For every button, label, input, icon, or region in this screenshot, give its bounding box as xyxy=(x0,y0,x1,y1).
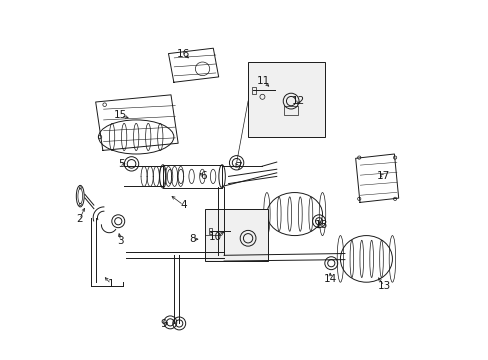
Text: 12: 12 xyxy=(291,96,305,106)
Text: 15: 15 xyxy=(114,111,127,121)
Text: 18: 18 xyxy=(314,220,327,230)
Text: 13: 13 xyxy=(377,281,390,291)
Text: 11: 11 xyxy=(256,76,269,86)
Text: 5: 5 xyxy=(118,159,125,169)
Bar xyxy=(208,228,212,234)
Text: 17: 17 xyxy=(376,171,389,181)
Text: 4: 4 xyxy=(180,200,186,210)
Text: 10: 10 xyxy=(209,232,222,242)
Text: 3: 3 xyxy=(117,236,124,246)
Text: 14: 14 xyxy=(323,274,337,284)
Bar xyxy=(163,165,222,188)
Text: 6: 6 xyxy=(200,171,206,181)
Text: 16: 16 xyxy=(177,49,190,59)
Text: 2: 2 xyxy=(76,215,82,224)
Bar xyxy=(247,62,325,137)
Bar xyxy=(204,209,267,261)
Text: 1: 1 xyxy=(107,279,114,289)
Text: 7: 7 xyxy=(234,162,241,172)
Text: 8: 8 xyxy=(189,234,195,244)
Text: 9: 9 xyxy=(160,319,167,329)
Bar xyxy=(284,107,297,116)
Bar xyxy=(251,87,255,94)
